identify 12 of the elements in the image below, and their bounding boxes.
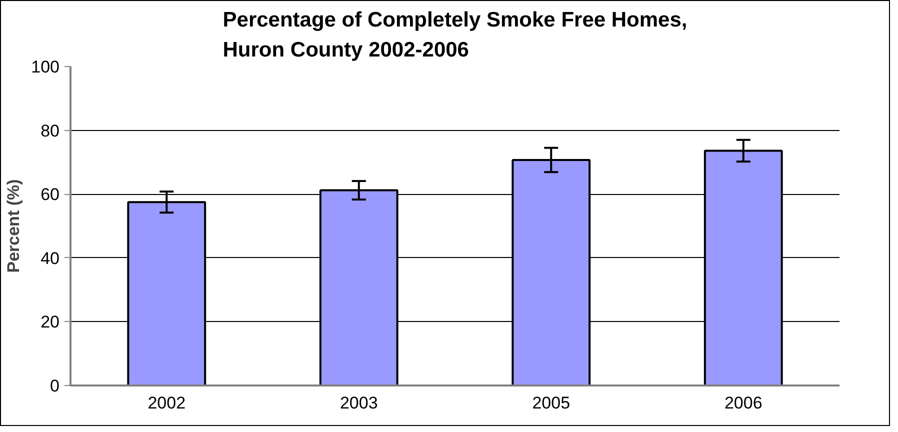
x-tick-label: 2006 — [724, 394, 762, 412]
y-tick-label: 40 — [40, 248, 60, 268]
y-tick-label: 60 — [40, 185, 60, 204]
y-tick-label: 100 — [31, 58, 60, 76]
y-axis-title: Percent (%) — [4, 179, 24, 273]
x-tick-label: 2002 — [148, 394, 186, 412]
y-tick-label: 80 — [40, 121, 60, 140]
chart-title: Percentage of Completely Smoke Free Homes, Huron County 2002-2006 — [222, 8, 688, 62]
x-tick-label: 2003 — [340, 394, 378, 412]
y-tick-label: 20 — [40, 312, 60, 332]
x-tick-label: 2005 — [532, 394, 570, 412]
y-tick-label: 0 — [50, 376, 60, 396]
